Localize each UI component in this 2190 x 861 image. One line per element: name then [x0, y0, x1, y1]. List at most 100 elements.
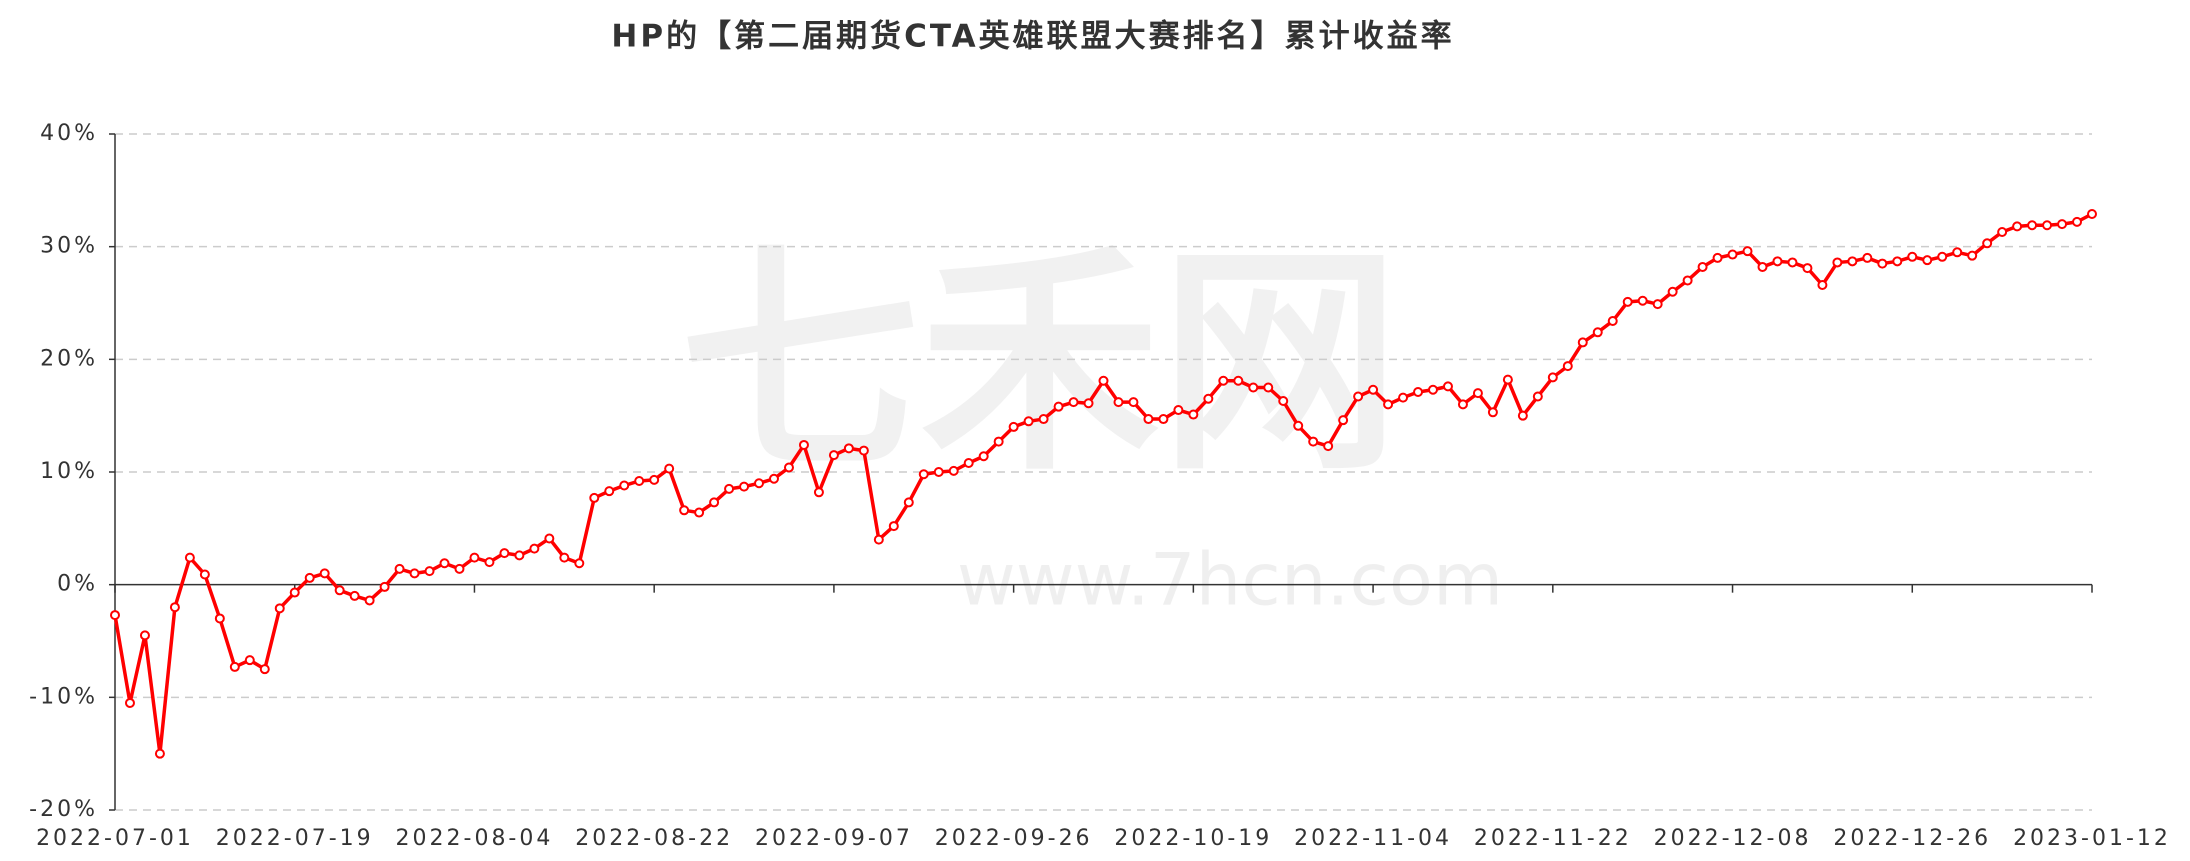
data-point: [1952, 247, 1963, 258]
data-point: [1712, 252, 1723, 263]
data-point: [1877, 258, 1888, 269]
x-tick-label: 2022-08-22: [575, 826, 733, 851]
data-point: [1293, 420, 1304, 431]
data-point: [1457, 399, 1468, 410]
data-point: [1323, 441, 1334, 452]
data-point: [349, 590, 360, 601]
data-point: [888, 521, 899, 532]
data-point: [1517, 410, 1528, 421]
x-tick-label: 2022-09-07: [755, 826, 913, 851]
data-point: [1982, 238, 1993, 249]
data-point: [514, 550, 525, 561]
data-point: [499, 548, 510, 559]
data-point: [1892, 256, 1903, 267]
data-point: [1652, 299, 1663, 310]
data-point: [1772, 256, 1783, 267]
data-point: [1158, 414, 1169, 425]
data-point: [110, 610, 120, 621]
data-point: [214, 613, 225, 624]
data-point: [1053, 401, 1064, 412]
data-point: [1532, 391, 1543, 402]
data-point: [1368, 384, 1379, 395]
data-point: [1922, 255, 1933, 266]
x-tick-label: 2022-09-26: [935, 826, 1093, 851]
data-point: [813, 487, 824, 498]
x-tick-label: 2022-10-19: [1114, 826, 1272, 851]
data-point: [1008, 421, 1019, 432]
data-point: [963, 457, 974, 468]
data-point: [978, 451, 989, 462]
data-point: [1143, 414, 1154, 425]
watermark: 七禾网: [680, 223, 1400, 503]
data-point: [304, 572, 315, 583]
data-point: [424, 566, 435, 577]
y-tick-label: 40%: [40, 121, 98, 146]
data-point: [993, 436, 1004, 447]
data-point: [769, 473, 779, 484]
data-point: [1847, 256, 1858, 267]
data-point: [1113, 397, 1124, 408]
data-point: [2012, 221, 2023, 232]
x-tick-label: 2022-08-04: [396, 826, 554, 851]
data-point: [544, 533, 555, 544]
data-point: [1997, 227, 2008, 238]
data-point: [619, 480, 630, 491]
data-point: [1637, 295, 1648, 306]
data-point: [289, 587, 300, 598]
data-point: [1233, 375, 1244, 386]
data-point: [1607, 316, 1618, 327]
y-tick-label: 30%: [40, 234, 98, 259]
data-point: [394, 563, 405, 574]
data-point: [244, 655, 255, 666]
data-point: [1203, 393, 1214, 404]
data-point: [1592, 327, 1603, 338]
data-point: [1487, 407, 1498, 418]
data-point: [1742, 246, 1753, 257]
data-point: [1802, 263, 1813, 274]
x-tick-label: 2022-07-01: [36, 826, 194, 851]
data-point: [1547, 372, 1558, 383]
data-point: [694, 507, 705, 518]
x-tick-label: 2023-01-12: [2013, 826, 2171, 851]
data-point: [1383, 399, 1394, 410]
data-point: [1562, 361, 1573, 372]
data-point: [948, 465, 959, 476]
x-tick-label: 2022-12-26: [1833, 826, 1991, 851]
data-point: [1353, 391, 1364, 402]
data-point: [724, 483, 735, 494]
data-point: [1442, 381, 1453, 392]
y-tick-label: 10%: [40, 459, 98, 484]
data-point: [1472, 388, 1483, 399]
y-tick-label: -20%: [29, 797, 98, 822]
watermark-url: www.7hcn.com: [957, 538, 1503, 622]
data-point: [1428, 384, 1438, 395]
x-tick-label: 2022-07-19: [216, 826, 374, 851]
data-point: [1218, 375, 1229, 386]
data-point: [169, 602, 180, 613]
data-point: [1083, 398, 1094, 409]
data-point: [754, 478, 765, 489]
data-point: [1188, 409, 1199, 420]
x-tick-label: 2022-12-08: [1654, 826, 1812, 851]
y-tick-label: -10%: [29, 684, 98, 709]
data-point: [1263, 382, 1274, 393]
data-point: [2072, 216, 2083, 227]
x-tick-label: 2022-11-22: [1474, 826, 1632, 851]
data-point: [1128, 397, 1139, 408]
data-point: [1937, 251, 1948, 262]
data-point: [439, 558, 450, 569]
chart-title: HP的【第二届期货CTA英雄联盟大赛排名】累计收益率: [611, 19, 1454, 55]
data-point: [739, 481, 750, 492]
data-point: [1907, 251, 1918, 262]
data-point: [918, 469, 929, 480]
data-point: [2087, 208, 2097, 219]
data-point: [1023, 416, 1034, 427]
data-point: [1413, 387, 1424, 398]
data-point: [858, 445, 869, 456]
data-point: [1338, 415, 1349, 426]
data-point: [574, 558, 585, 569]
data-point: [1787, 257, 1798, 268]
data-point: [604, 486, 615, 497]
